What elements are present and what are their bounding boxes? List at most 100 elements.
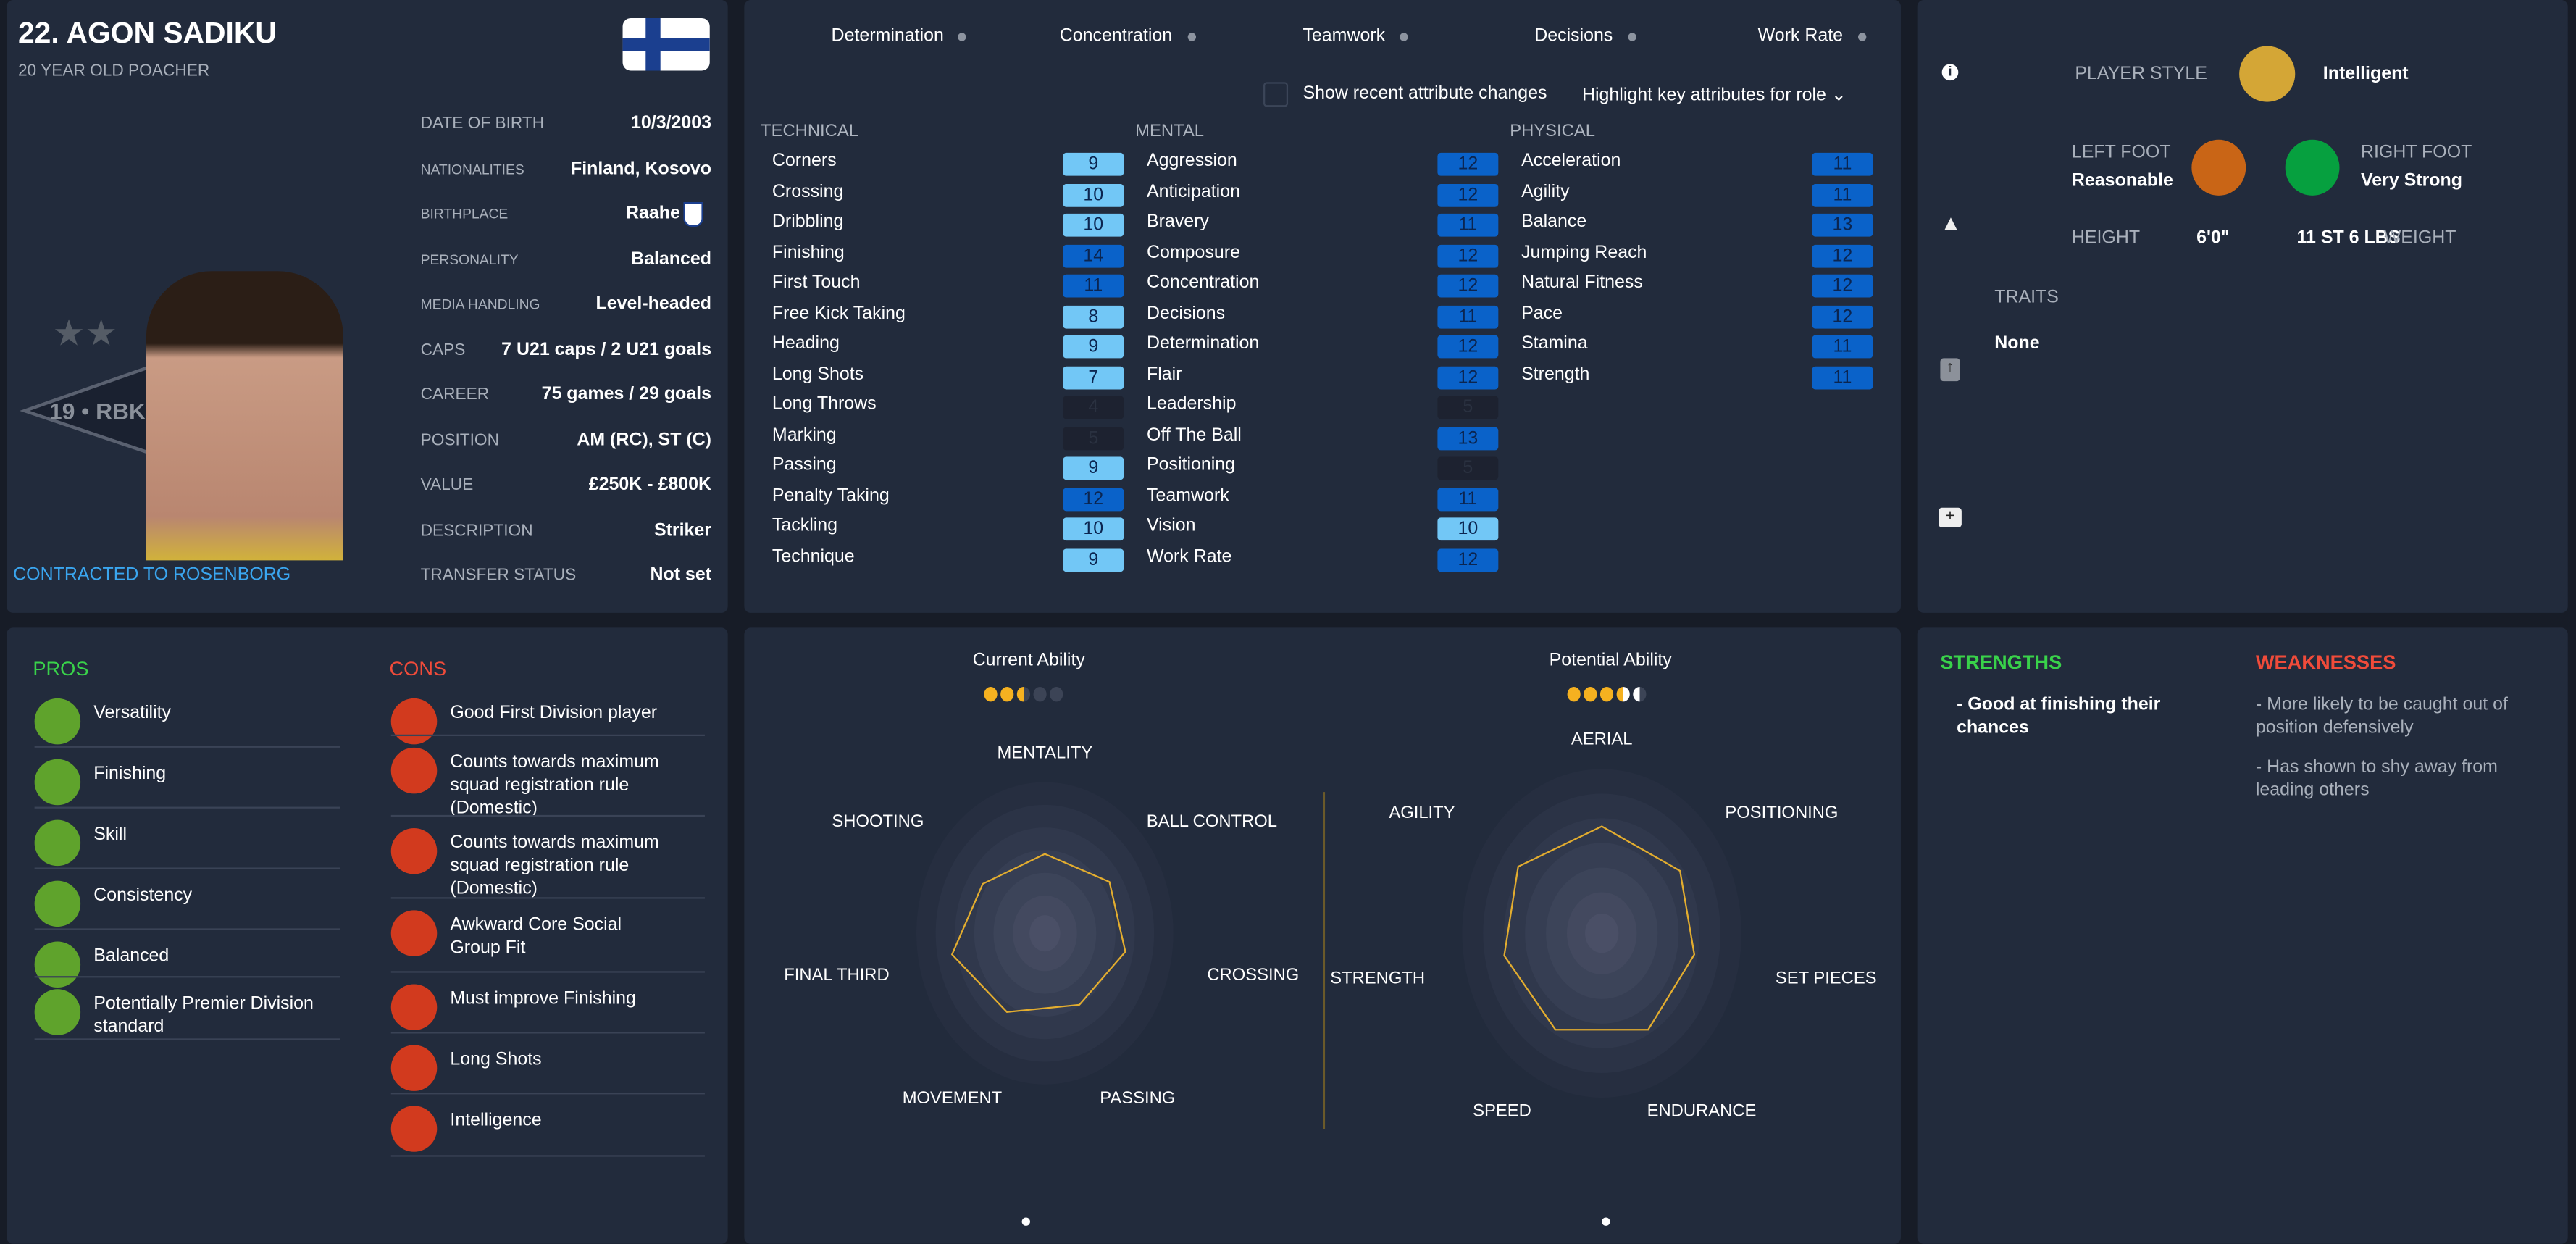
attribute-value: 9: [1063, 548, 1124, 572]
attribute-name: Heading: [771, 333, 840, 354]
potential-ability-label: Potential Ability: [1549, 651, 1672, 671]
attribute-value: 11: [1063, 274, 1124, 298]
info-value: 10/3/2003: [631, 113, 712, 133]
mental-heading: MENTAL: [1135, 121, 1204, 142]
weight-value: 11 ST 6 LBS: [2296, 228, 2401, 249]
highlight-role-dropdown[interactable]: Highlight key attributes for role ⌄: [1582, 84, 1847, 105]
key-attribute-dot-icon: [1400, 32, 1408, 41]
cons-icon: [390, 1106, 438, 1152]
strength-item: - Good at finishing their chances: [1957, 695, 2161, 738]
pros-icon: [34, 819, 81, 867]
key-attribute-label: Concentration: [1059, 26, 1173, 46]
attribute-value: 12: [1063, 487, 1124, 511]
ability-star-icon: [1033, 686, 1047, 702]
strengths-heading: STRENGTHS: [1940, 651, 2062, 674]
chevron-down-icon: ⌄: [1831, 85, 1847, 106]
attribute-value: 10: [1063, 213, 1124, 237]
info-value: Balanced: [631, 249, 712, 269]
divider: [34, 928, 340, 930]
cons-item: Must improve Finishing: [450, 989, 636, 1009]
page-dot[interactable]: [1021, 1217, 1030, 1226]
divider: [34, 806, 340, 809]
radar-axis-label: SHOOTING: [832, 811, 924, 831]
attribute-name: Finishing: [771, 242, 845, 262]
info-label: DESCRIPTION: [420, 522, 533, 540]
pros-item: Balanced: [93, 946, 170, 967]
info-label: DATE OF BIRTH: [420, 114, 545, 133]
divider: [390, 1093, 705, 1095]
attribute-value: 10: [1063, 517, 1124, 541]
attribute-value: 12: [1437, 152, 1499, 176]
radar-value-polygon: [950, 853, 1126, 1013]
player-style-value: Intelligent: [2322, 64, 2409, 84]
attribute-name: Free Kick Taking: [771, 303, 906, 323]
show-changes-label[interactable]: Show recent attribute changes: [1302, 83, 1547, 104]
radar-axis-label: STRENGTH: [1330, 968, 1425, 988]
divider: [390, 734, 705, 737]
right-foot-value: Very Strong: [2360, 170, 2463, 191]
attribute-value: 12: [1437, 243, 1499, 267]
pros-item: Consistency: [93, 885, 193, 906]
attribute-name: Marking: [771, 425, 837, 445]
radar-axis-label: BALL CONTROL: [1147, 811, 1277, 831]
radar-value-polygon: [1503, 825, 1696, 1031]
info-value: Striker: [653, 519, 712, 540]
medical-icon[interactable]: +: [1939, 507, 1962, 527]
cons-icon: [390, 747, 438, 794]
left-foot-value: Reasonable: [2071, 170, 2173, 191]
ability-star-icon: [1000, 686, 1014, 702]
height-value: 6'0": [2196, 228, 2230, 249]
cons-icon: [390, 910, 438, 956]
cons-icon: [390, 698, 438, 745]
attribute-name: Work Rate: [1146, 546, 1232, 567]
key-attribute-dot-icon: [958, 32, 967, 41]
weight-label: WEIGHT: [2383, 228, 2456, 249]
info-icon[interactable]: i: [1941, 64, 1959, 81]
cons-heading: CONS: [389, 657, 447, 680]
left-foot-label: LEFT FOOT: [2071, 143, 2171, 163]
cons-item: Awkward Core Social Group Fit: [450, 915, 622, 959]
left-boot-icon: [2191, 139, 2246, 196]
divider: [34, 1038, 340, 1040]
attribute-name: Agility: [1521, 181, 1570, 201]
radar-axis-label: AGILITY: [1389, 803, 1455, 822]
key-attribute: Teamwork: [1302, 26, 1408, 46]
attribute-value: 13: [1437, 426, 1499, 450]
intelligent-head-icon: [2239, 46, 2296, 102]
attribute-name: Anticipation: [1146, 181, 1240, 201]
page-dot[interactable]: [1602, 1217, 1610, 1226]
attribute-value: 11: [1812, 335, 1873, 359]
attribute-name: Technique: [771, 546, 855, 567]
radar-axis-label: CROSSING: [1207, 965, 1299, 985]
cons-item: Long Shots: [450, 1050, 542, 1070]
attribute-name: Stamina: [1521, 333, 1588, 354]
radar-axis-label: SET PIECES: [1776, 968, 1877, 988]
key-attribute-label: Decisions: [1534, 26, 1613, 46]
attribute-value: 10: [1437, 517, 1499, 541]
radar-ring: [1585, 913, 1619, 953]
current-ability-label: Current Ability: [972, 651, 1085, 671]
ability-star-icon: [984, 686, 998, 702]
key-attribute-dot-icon: [1187, 32, 1195, 41]
radar-axis-label: AERIAL: [1571, 729, 1633, 748]
attribute-value: 4: [1063, 396, 1124, 419]
attribute-value: 12: [1437, 365, 1499, 389]
pros-icon: [34, 880, 81, 927]
key-attribute-label: Determination: [831, 26, 944, 46]
training-cones-icon[interactable]: ▲: [1940, 210, 1962, 235]
development-icon[interactable]: ↑: [1940, 358, 1960, 382]
radar-axis-label: PASSING: [1100, 1088, 1175, 1108]
pros-item: Versatility: [93, 703, 172, 723]
key-attribute: Decisions: [1534, 26, 1636, 46]
attribute-name: Penalty Taking: [771, 485, 890, 506]
attribute-name: Composure: [1146, 242, 1240, 262]
show-changes-checkbox[interactable]: [1263, 82, 1289, 107]
attribute-value: 5: [1063, 426, 1124, 450]
attribute-value: 12: [1437, 183, 1499, 206]
attribute-name: Leadership: [1146, 394, 1237, 414]
attribute-value: 7: [1063, 365, 1124, 389]
divider: [390, 897, 705, 899]
attribute-value: 12: [1437, 274, 1499, 298]
attribute-name: Long Shots: [771, 364, 864, 384]
